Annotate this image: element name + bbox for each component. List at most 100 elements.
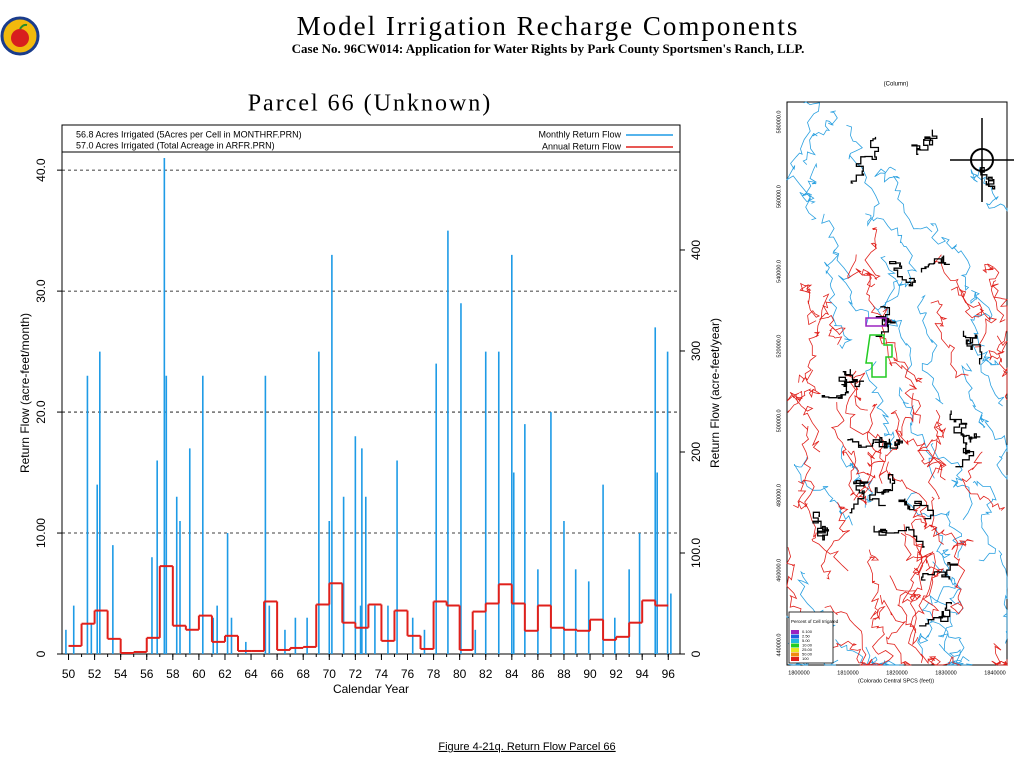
y-tick-label: 10.00 (34, 518, 48, 548)
map-line (970, 166, 1008, 212)
y2-tick-label: 0 (689, 650, 703, 657)
page-title: Model Irrigation Recharge Components (297, 11, 800, 41)
x-tick-label: 96 (662, 667, 676, 681)
map-legend-label: 10.00 (802, 643, 813, 648)
map-legend-swatch (791, 634, 799, 639)
x-tick-label: 80 (453, 667, 467, 681)
parcel-outline (911, 129, 938, 155)
map-line (824, 249, 853, 350)
y2-tick-label: 200 (689, 442, 703, 462)
parcel-outline (962, 330, 983, 365)
parcel-outline (812, 511, 830, 541)
map-legend-swatch (791, 639, 799, 643)
map-legend-swatch (791, 648, 799, 652)
map-y-label: 500000.0 (776, 409, 782, 432)
map-line (879, 336, 921, 424)
map-x-label: 1840000 (984, 670, 1005, 676)
x-tick-label: 84 (505, 667, 519, 681)
map-line (871, 217, 918, 288)
parcel-outline (875, 306, 896, 337)
map-line (949, 539, 974, 615)
map-legend-label: 25.00 (802, 647, 813, 652)
x-tick-label: 94 (636, 667, 650, 681)
map-line (802, 110, 838, 165)
x-tick-label: 86 (531, 667, 545, 681)
parcel-outline (949, 410, 981, 443)
y-tick-label: 30.0 (34, 279, 48, 303)
annotation: 56.8 Acres Irrigated (5Acres per Cell in… (76, 129, 302, 139)
annotation: 57.0 Acres Irrigated (Total Acreage in A… (76, 140, 275, 150)
map-legend-swatch (791, 630, 799, 634)
map-line (835, 639, 899, 666)
map-line (840, 445, 874, 508)
map-line (961, 451, 1005, 511)
map-line (786, 390, 821, 453)
map-line (988, 280, 1008, 361)
map-line (865, 361, 895, 452)
map-line (884, 280, 913, 373)
compass-arrows (950, 118, 1014, 202)
y-tick-label: 0 (34, 650, 48, 657)
map-y-label: 480000.0 (776, 484, 782, 507)
x-axis-label: Calendar Year (333, 682, 409, 696)
map-x-label: 1820000 (886, 670, 907, 676)
map-line (799, 282, 820, 326)
chart-title: Parcel 66 (Unknown) (248, 91, 493, 117)
y2-tick-label: 300 (689, 341, 703, 361)
map-line (879, 594, 912, 666)
map-line (864, 227, 881, 288)
legend-label: Monthly Return Flow (538, 129, 621, 139)
map-line (917, 421, 944, 474)
map-legend-label: 50.00 (802, 652, 813, 657)
x-tick-label: 66 (270, 667, 284, 681)
x-tick-label: 50 (62, 667, 76, 681)
map-line (787, 369, 822, 413)
map-line (879, 308, 923, 383)
plot-frame (61, 124, 681, 655)
map-line (845, 380, 887, 484)
parcel-outline (850, 136, 880, 184)
map-line (903, 524, 936, 646)
map-line (930, 223, 971, 292)
y2-axis-label: Return Flow (acre-feet/year) (708, 318, 722, 468)
map-line (980, 414, 1008, 480)
map-line (847, 450, 869, 506)
map-column-label: (Column) (884, 82, 909, 88)
x-tick-label: 90 (583, 667, 597, 681)
map-line (972, 480, 997, 562)
x-tick-label: 58 (166, 667, 180, 681)
x-tick-label: 72 (349, 667, 363, 681)
map-line (900, 532, 934, 604)
map-y-label: 580000.0 (776, 111, 782, 134)
parcel-66 (865, 334, 893, 378)
map-line (870, 605, 894, 666)
parcel-outline (920, 255, 950, 273)
x-tick-label: 82 (479, 667, 493, 681)
map-x-label: 1810000 (837, 670, 858, 676)
map-y-label: 460000.0 (776, 559, 782, 582)
map-line (872, 255, 900, 327)
map-line (998, 550, 1008, 644)
map-line (991, 643, 1009, 667)
x-tick-label: 88 (557, 667, 571, 681)
parcel-outline (898, 498, 934, 520)
map-line (996, 335, 1008, 400)
x-tick-label: 56 (140, 667, 154, 681)
map-line (798, 479, 849, 572)
map-y-label: 440000.0 (776, 634, 782, 657)
map-line (950, 286, 997, 348)
x-tick-label: 62 (218, 667, 232, 681)
map-line (846, 124, 880, 227)
map-legend-label: 0.100 (802, 629, 813, 634)
map-line (934, 527, 956, 603)
map-line (821, 213, 870, 326)
x-tick-label: 54 (114, 667, 128, 681)
map-legend-label: 2.50 (802, 634, 811, 639)
parcel-outline (889, 260, 916, 287)
parcel-outline (953, 422, 975, 468)
map-y-label: 560000.0 (776, 185, 782, 208)
map-y-label: 520000.0 (776, 335, 782, 358)
map-line (874, 166, 933, 233)
x-tick-label: 76 (401, 667, 415, 681)
